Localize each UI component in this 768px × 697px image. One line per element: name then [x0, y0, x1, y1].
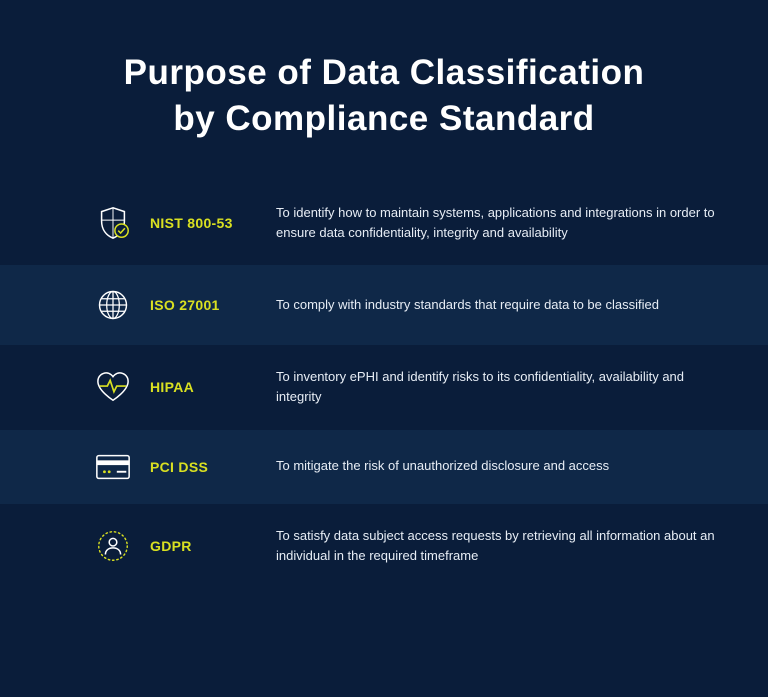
- standard-label: HIPAA: [136, 379, 276, 395]
- standard-label: GDPR: [136, 538, 276, 554]
- standard-row: HIPAA To inventory ePHI and identify ris…: [0, 345, 768, 429]
- page-title: Purpose of Data Classification by Compli…: [40, 50, 728, 141]
- standard-row: ISO 27001 To comply with industry standa…: [0, 265, 768, 345]
- standard-description: To identify how to maintain systems, app…: [276, 203, 728, 243]
- standard-label: ISO 27001: [136, 297, 276, 313]
- globe-icon: [90, 287, 136, 323]
- standard-row: PCI DSS To mitigate the risk of unauthor…: [0, 430, 768, 504]
- standard-label: NIST 800-53: [136, 215, 276, 231]
- standard-row: GDPR To satisfy data subject access requ…: [0, 504, 768, 588]
- infographic-container: Purpose of Data Classification by Compli…: [0, 0, 768, 697]
- title-line-1: Purpose of Data Classification: [124, 53, 645, 92]
- title-line-2: by Compliance Standard: [173, 99, 594, 138]
- heart-pulse-icon: [90, 370, 136, 404]
- header: Purpose of Data Classification by Compli…: [0, 0, 768, 181]
- shield-check-icon: [90, 204, 136, 242]
- standard-description: To satisfy data subject access requests …: [276, 526, 728, 566]
- standard-row: NIST 800-53 To identify how to maintain …: [0, 181, 768, 265]
- person-circle-icon: [90, 527, 136, 565]
- standard-description: To mitigate the risk of unauthorized dis…: [276, 456, 728, 476]
- standard-description: To inventory ePHI and identify risks to …: [276, 367, 728, 407]
- standard-description: To comply with industry standards that r…: [276, 295, 728, 315]
- standard-label: PCI DSS: [136, 459, 276, 475]
- credit-card-icon: [90, 452, 136, 482]
